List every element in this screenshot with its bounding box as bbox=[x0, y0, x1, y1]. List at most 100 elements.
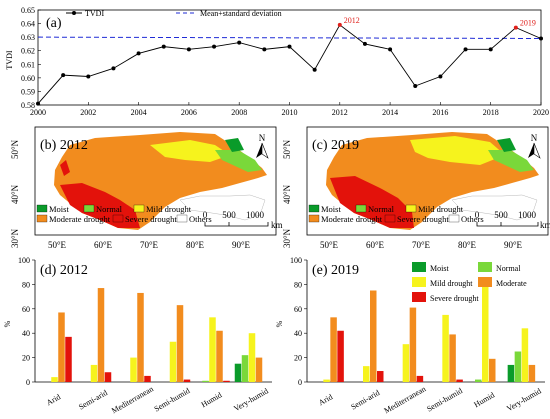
tvdi-point bbox=[136, 51, 141, 56]
y-tick-label: 60 bbox=[22, 305, 30, 314]
bar bbox=[456, 379, 463, 382]
bar bbox=[234, 363, 242, 382]
bar-legend: Moist Normal Mild drought Moderate Severe dr… bbox=[412, 262, 527, 303]
legend-swatch bbox=[478, 277, 492, 287]
tvdi-point bbox=[438, 74, 443, 79]
y-tick-label: 20 bbox=[22, 354, 30, 363]
legend-label: Moderate drought bbox=[49, 214, 111, 224]
y-axis-label: % bbox=[275, 320, 284, 327]
legend-label: Normal bbox=[368, 204, 395, 214]
bar-chart-2012: (d) 2012 % 0 20 40 60 80 100 Arid Semi-arid Medi… bbox=[3, 256, 272, 415]
year-annotation: 2012 bbox=[344, 16, 360, 25]
north-arrow-left bbox=[528, 143, 534, 158]
tvdi-point bbox=[312, 67, 317, 72]
mild-drought-region bbox=[410, 136, 505, 165]
tvdi-point bbox=[212, 44, 217, 49]
y-tick-label: 60 bbox=[294, 305, 302, 314]
y-tick-label: 40 bbox=[294, 329, 302, 338]
category-label: Semi-arid bbox=[349, 388, 381, 412]
legend-moist-swatch bbox=[308, 204, 320, 213]
category-label: Very-humid bbox=[505, 386, 543, 413]
tvdi-point bbox=[513, 25, 518, 30]
lat-tick: 50°N bbox=[10, 139, 20, 159]
y-tick-label: 0.65 bbox=[21, 6, 35, 15]
category-label: Mediterranean bbox=[382, 384, 427, 415]
legend-threshold-label: Mean+standard deviation bbox=[200, 9, 282, 18]
panel-c-label: (c) 2019 bbox=[312, 138, 359, 153]
lon-tick: 90°E bbox=[232, 240, 251, 250]
legend-label: Normal bbox=[96, 204, 123, 214]
year-annotation: 2019 bbox=[520, 19, 536, 28]
bar bbox=[209, 317, 216, 382]
lon-tick: 70°E bbox=[412, 240, 431, 250]
map-regions bbox=[326, 132, 539, 230]
bar bbox=[521, 328, 529, 382]
category-label: Arid bbox=[45, 392, 62, 407]
tvdi-point bbox=[111, 66, 116, 71]
legend-label: Others bbox=[189, 214, 212, 224]
bar bbox=[330, 317, 337, 382]
y-tick-label: 40 bbox=[22, 329, 30, 338]
panel-b-label: (b) 2012 bbox=[40, 138, 88, 153]
legend-label: Mild drought bbox=[418, 204, 464, 214]
severe-drought-patch bbox=[60, 160, 70, 176]
bar bbox=[363, 366, 370, 382]
lat-tick: 30°N bbox=[282, 228, 292, 248]
tvdi-point bbox=[287, 44, 292, 49]
y-axis-label: % bbox=[3, 320, 12, 327]
lon-tick: 50°E bbox=[320, 240, 339, 250]
tvdi-point bbox=[36, 101, 40, 106]
legend-label: Moist bbox=[49, 204, 69, 214]
y-tick-label: 0 bbox=[26, 378, 30, 387]
bar bbox=[507, 364, 515, 382]
bar bbox=[449, 334, 456, 382]
lon-tick: 80°E bbox=[186, 240, 205, 250]
bar bbox=[58, 312, 65, 382]
lon-tick: 60°E bbox=[94, 240, 113, 250]
legend-swatch bbox=[412, 292, 426, 302]
legend-others-swatch bbox=[448, 214, 460, 223]
north-arrow-left bbox=[256, 143, 262, 158]
scale-bar: 0 500 1000 km bbox=[475, 210, 550, 230]
north-arrow: N bbox=[256, 133, 269, 159]
map-2012: (b) 2012 N 50°N 40°N 30°N 50°E 60°E 70°E… bbox=[10, 126, 283, 250]
bar bbox=[223, 380, 230, 382]
lat-tick: 30°N bbox=[10, 228, 20, 248]
tvdi-point bbox=[86, 74, 91, 79]
tvdi-point bbox=[488, 47, 493, 52]
legend-swatch bbox=[478, 262, 492, 272]
legend-mild-swatch bbox=[405, 204, 417, 213]
legend-label: Normal bbox=[496, 264, 521, 273]
x-tick-label: 2016 bbox=[432, 108, 448, 117]
panel-e-label: (e) 2019 bbox=[312, 263, 359, 278]
legend-moist-swatch bbox=[36, 204, 48, 213]
x-tick-label: 2006 bbox=[181, 108, 197, 117]
y-tick-label: 0.64 bbox=[21, 20, 35, 29]
lat-tick: 40°N bbox=[282, 184, 292, 204]
scale-bar: 0 500 1000 km bbox=[203, 210, 283, 230]
legend-label: Moderate drought bbox=[321, 214, 383, 224]
legend-label: Severe drought bbox=[125, 214, 177, 224]
lat-tick: 40°N bbox=[10, 184, 20, 204]
moist-region bbox=[225, 138, 244, 152]
legend-severe-swatch bbox=[112, 214, 124, 223]
others-region bbox=[179, 194, 266, 221]
north-arrow-right bbox=[533, 142, 541, 159]
north-letter: N bbox=[531, 133, 538, 143]
category-label: Humid bbox=[472, 390, 496, 409]
tvdi-point bbox=[337, 22, 342, 27]
legend-label: Severe drought bbox=[430, 294, 479, 303]
y-tick-label: 0 bbox=[298, 378, 302, 387]
y-axis-label: TVDI bbox=[5, 50, 14, 69]
legend-label: Mild drought bbox=[146, 204, 192, 214]
y-tick-label: 0.60 bbox=[21, 74, 35, 83]
tvdi-point bbox=[463, 47, 468, 52]
legend-swatch bbox=[412, 262, 426, 272]
bar bbox=[409, 307, 417, 382]
north-letter: N bbox=[259, 133, 266, 143]
plot-frame bbox=[37, 9, 542, 106]
category-label: Humid bbox=[200, 390, 224, 409]
bar bbox=[514, 351, 522, 382]
bar bbox=[442, 314, 449, 382]
bar bbox=[183, 379, 191, 382]
